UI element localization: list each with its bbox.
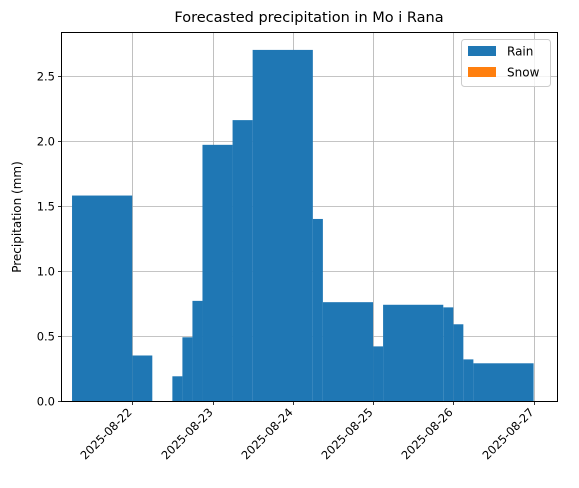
legend-label-rain: Rain — [507, 45, 533, 59]
y-tick-label: 0.0 — [37, 395, 55, 409]
chart-title: Forecasted precipitation in Mo i Rana — [174, 10, 443, 26]
rain-bar-14 — [463, 359, 474, 401]
rain-bar-13 — [453, 324, 464, 401]
rain-bar-2 — [172, 376, 183, 401]
rain-bar-15 — [473, 363, 534, 401]
y-axis-label: Precipitation (mm) — [10, 161, 24, 273]
y-tick-label: 1.5 — [37, 200, 55, 214]
rain-bar-4 — [192, 300, 203, 401]
rain-bar-1 — [132, 355, 153, 401]
y-tick-label: 1.0 — [37, 265, 55, 279]
rain-bar-8 — [312, 218, 323, 401]
rain-bar-5 — [202, 144, 233, 401]
rain-bar-7 — [252, 49, 313, 401]
y-tick-label: 2.0 — [37, 135, 55, 149]
y-tick-label: 2.5 — [37, 70, 55, 84]
legend-label-snow: Snow — [507, 66, 540, 80]
rain-bar-6 — [232, 120, 253, 402]
legend-swatch-rain — [468, 46, 496, 56]
rain-bar-10 — [373, 346, 384, 401]
rain-bar-0 — [72, 195, 133, 401]
legend: Rain Snow — [461, 39, 551, 87]
rain-bar-11 — [383, 304, 444, 401]
legend-swatch-snow — [468, 67, 496, 77]
rain-bar-9 — [322, 302, 374, 401]
rain-bar-12 — [443, 307, 454, 401]
y-tick-label: 0.5 — [37, 330, 55, 344]
bars — [72, 49, 534, 402]
plot-frame — [61, 32, 558, 402]
rain-bar-3 — [182, 337, 193, 401]
